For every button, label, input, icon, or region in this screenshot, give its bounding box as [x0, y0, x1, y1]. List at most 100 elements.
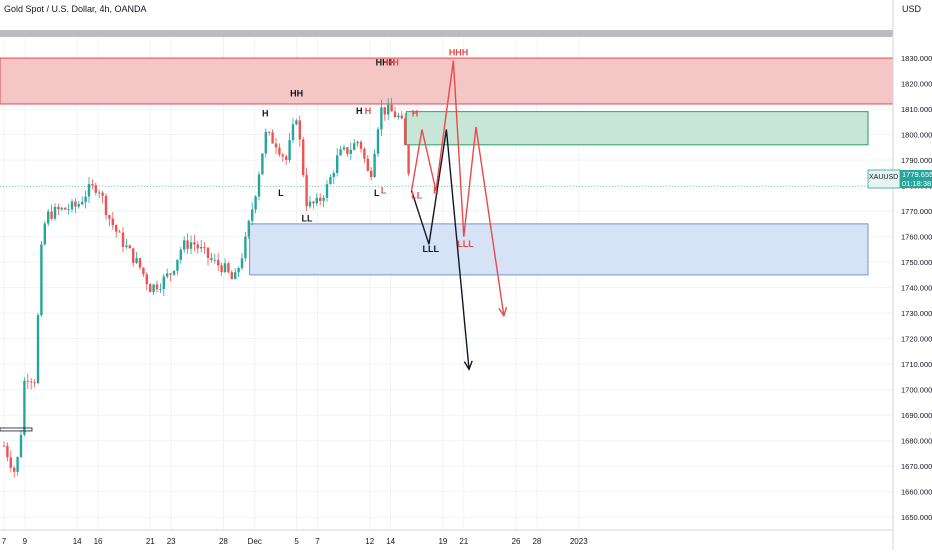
y-tick-label: 1710.000: [901, 360, 932, 369]
y-tick-label: 1680.000: [901, 437, 932, 446]
candle-body: [166, 273, 169, 277]
candle-body: [6, 445, 9, 458]
supply-zone: [0, 57, 894, 105]
candle-body: [237, 267, 240, 273]
grid-layer: [0, 30, 893, 530]
green-zone: [405, 111, 869, 146]
y-tick-label: 1820.000: [901, 80, 932, 89]
y-tick-label: 1800.000: [901, 131, 932, 140]
swing-label: H: [356, 106, 363, 116]
candle-body: [70, 201, 74, 210]
y-tick-label: 1810.000: [901, 105, 932, 114]
candle-body: [240, 258, 244, 268]
y-tick-label: 1740.000: [901, 284, 932, 293]
candle-body: [91, 184, 94, 186]
candle-body: [336, 155, 339, 174]
candle-body: [359, 141, 363, 149]
x-tick-label: 21: [459, 537, 468, 546]
x-tick-label: 16: [94, 537, 103, 546]
candle-body: [19, 434, 23, 458]
candle-body: [189, 242, 193, 249]
candle-body: [132, 248, 135, 263]
swing-label: LL: [411, 190, 422, 200]
candle-body: [94, 185, 97, 193]
candle-body: [101, 192, 104, 196]
candle-body: [281, 154, 284, 157]
candle-body: [332, 173, 335, 178]
candle-body: [40, 244, 43, 316]
candle-body: [271, 132, 274, 144]
swing-label: H: [262, 109, 269, 119]
candle-body: [2, 445, 6, 447]
candle-body: [390, 104, 393, 112]
y-tick-label: 1760.000: [901, 233, 932, 242]
swing-label: L: [381, 185, 387, 195]
y-tick-label: 1750.000: [901, 258, 932, 267]
candle-body: [264, 131, 267, 154]
candle-body: [43, 223, 46, 245]
candle-body: [23, 380, 26, 435]
candle-body: [200, 246, 203, 249]
black-projection: [410, 129, 470, 370]
candle-body: [373, 153, 376, 177]
x-tick-label: Dec: [248, 537, 262, 546]
candle-body: [254, 196, 257, 210]
x-tick-label: 23: [167, 537, 176, 546]
black-projection-arrowhead: [463, 360, 473, 371]
swing-label: LL: [302, 213, 313, 223]
x-tick-label: 28: [532, 537, 541, 546]
candle-body: [162, 276, 165, 289]
candle-body: [142, 267, 145, 275]
candle-body: [179, 249, 182, 260]
y-tick-label: 1700.000: [901, 386, 932, 395]
red-projection: [410, 60, 505, 316]
candle-body: [223, 263, 227, 273]
candle-body: [356, 141, 359, 144]
candle-body: [152, 284, 155, 293]
candle-body: [220, 265, 223, 273]
candle-body: [60, 207, 63, 210]
candle-body: [47, 211, 50, 224]
x-tick-label: 2023: [570, 537, 588, 546]
candle-body: [138, 258, 142, 268]
candle-body: [64, 207, 67, 210]
bar-countdown: 01:18:38: [902, 179, 931, 188]
current-price-tag: XAUUSD 1779.655 01:18:38: [867, 169, 932, 189]
candle-body: [380, 107, 383, 130]
candle-body: [349, 149, 352, 154]
candle-body: [234, 272, 237, 280]
candle-layer: [2, 97, 410, 478]
candle-body: [36, 315, 40, 384]
candle-body: [322, 197, 325, 201]
candle-body: [13, 467, 16, 472]
candle-body: [81, 201, 84, 205]
candle-body: [274, 143, 278, 148]
swing-label: H: [365, 106, 372, 116]
swing-label: L: [278, 188, 284, 198]
candle-body: [383, 107, 386, 115]
candle-body: [9, 457, 12, 468]
candle-body: [404, 118, 407, 145]
candle-body: [325, 184, 329, 198]
candle-body: [159, 288, 162, 290]
candle-body: [291, 124, 295, 141]
left-marker-box: [0, 427, 33, 432]
candle-body: [278, 147, 281, 155]
y-tick-label: 1670.000: [901, 462, 932, 471]
candle-body: [387, 104, 390, 115]
swing-label: LLL: [422, 244, 439, 254]
candle-body: [104, 195, 108, 216]
candle-body: [155, 284, 159, 290]
candle-body: [268, 131, 271, 133]
candle-body: [302, 139, 305, 176]
candle-body: [315, 197, 318, 204]
swing-label: HH: [386, 58, 399, 68]
candle-body: [33, 382, 36, 384]
y-tick-label: 1690.000: [901, 411, 932, 420]
y-tick-label: 1830.000: [901, 54, 932, 63]
candle-body: [16, 457, 19, 472]
candle-body: [251, 209, 254, 221]
x-tick-label: 5: [294, 537, 299, 546]
